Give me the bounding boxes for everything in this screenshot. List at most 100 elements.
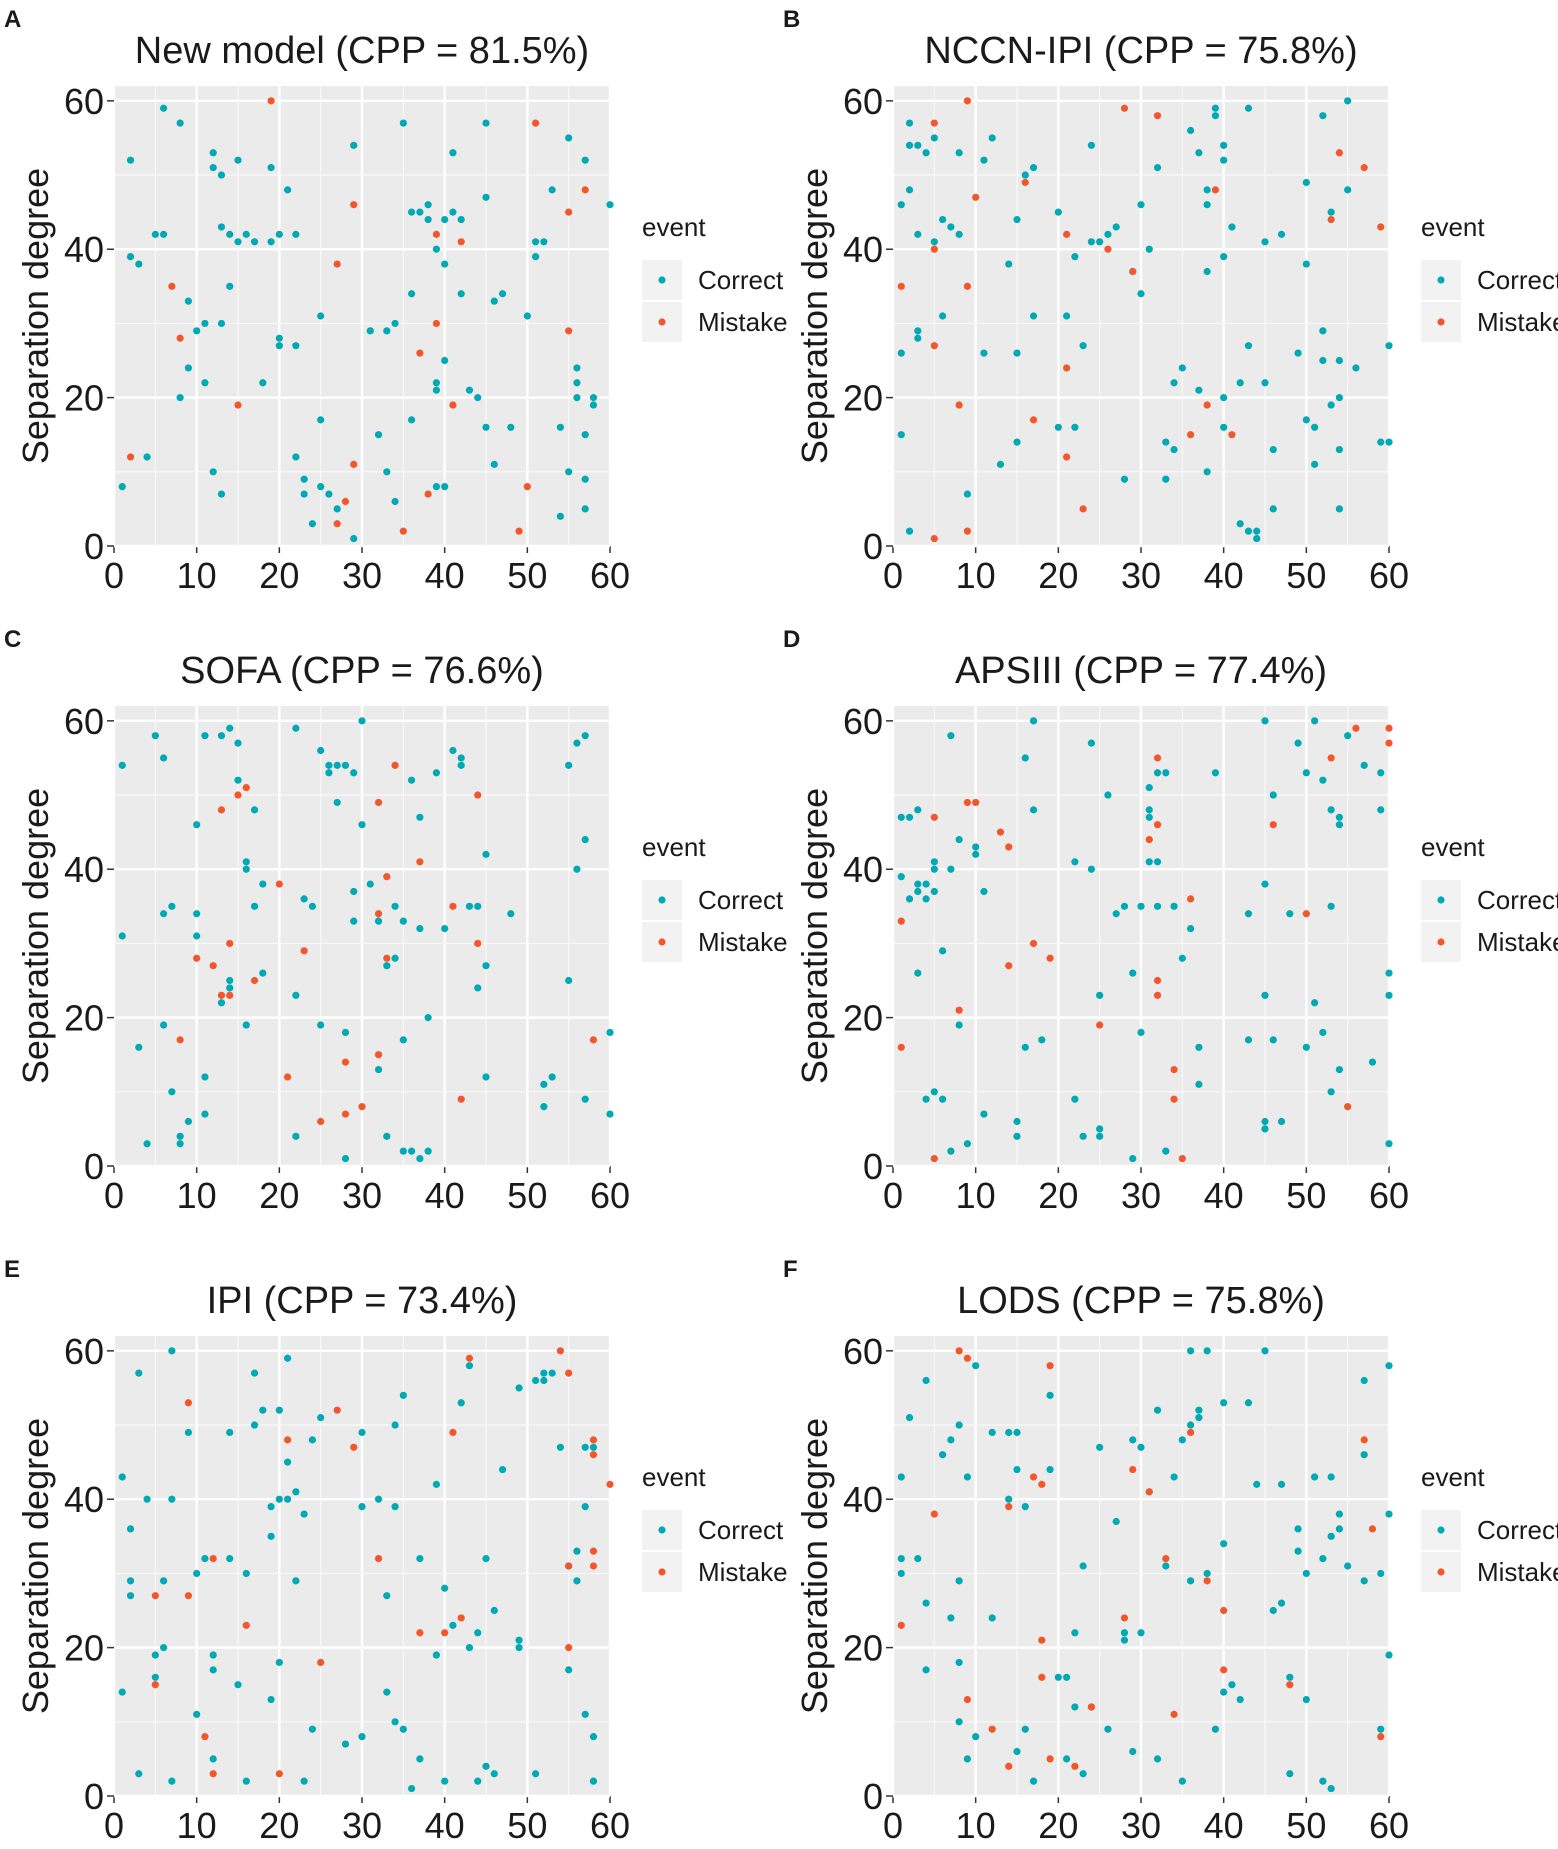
data-point-correct	[589, 394, 598, 402]
data-point-correct	[1319, 776, 1327, 784]
x-tick-label: 50	[1286, 555, 1326, 596]
data-point-correct	[947, 865, 955, 873]
data-point-correct	[1170, 902, 1178, 910]
data-point-correct	[1096, 1443, 1104, 1451]
data-point-correct	[1302, 178, 1310, 187]
data-point-correct	[1220, 394, 1228, 402]
data-point-correct	[573, 364, 581, 372]
x-tick-label: 0	[104, 1805, 124, 1846]
data-point-correct	[317, 1021, 325, 1029]
data-point-mistake	[457, 1614, 465, 1622]
data-point-correct	[1029, 717, 1038, 725]
data-point-mistake	[1029, 1473, 1038, 1481]
y-tick-label: 60	[64, 81, 104, 122]
data-point-correct	[532, 1770, 540, 1778]
data-point-correct	[1029, 1777, 1038, 1785]
data-point-mistake	[358, 1103, 366, 1111]
data-point-correct	[540, 1376, 548, 1385]
data-point-correct	[226, 1428, 234, 1437]
y-axis-label: Separation degree	[15, 788, 56, 1084]
data-point-correct	[1129, 1154, 1137, 1163]
data-point-correct	[1327, 902, 1335, 910]
data-point-correct	[441, 924, 449, 933]
data-point-correct	[581, 505, 589, 513]
data-point-correct	[391, 497, 399, 506]
data-point-correct	[267, 164, 275, 172]
data-point-correct	[234, 1681, 242, 1689]
data-point-correct	[176, 394, 184, 402]
data-point-correct	[1087, 739, 1095, 747]
data-point-correct	[1311, 460, 1319, 468]
data-point-mistake	[1377, 1733, 1385, 1741]
data-point-correct	[1220, 1399, 1228, 1407]
data-point-correct	[1277, 230, 1286, 238]
data-point-mistake	[930, 1154, 938, 1163]
data-point-correct	[1005, 1495, 1013, 1503]
data-point-correct	[930, 858, 938, 866]
data-point-mistake	[930, 1510, 938, 1518]
data-point-correct	[905, 1414, 914, 1422]
data-point-mistake	[1178, 1154, 1186, 1163]
y-tick-label: 60	[64, 701, 104, 742]
data-point-correct	[441, 215, 449, 224]
data-point-correct	[1178, 364, 1186, 372]
legend-label-mistake: Mistake	[698, 307, 788, 337]
data-point-correct	[914, 141, 922, 149]
data-point-correct	[897, 349, 905, 357]
data-point-correct	[565, 1666, 573, 1674]
data-point-correct	[955, 835, 963, 844]
data-point-correct	[1170, 445, 1178, 454]
data-point-correct	[1013, 1428, 1021, 1437]
data-point-correct	[1104, 1725, 1112, 1733]
data-point-correct	[540, 1080, 548, 1088]
data-point-correct	[1211, 112, 1219, 120]
data-point-mistake	[126, 453, 135, 461]
data-point-mistake	[897, 1043, 905, 1051]
data-point-correct	[416, 924, 424, 933]
data-point-correct	[292, 1132, 300, 1140]
data-point-correct	[135, 1770, 143, 1778]
legend-key-correct	[1437, 896, 1445, 904]
data-point-correct	[1261, 1117, 1269, 1126]
data-point-mistake	[374, 1051, 383, 1059]
data-point-correct	[391, 954, 399, 962]
data-point-correct	[482, 1554, 490, 1563]
data-point-correct	[1013, 1117, 1021, 1126]
data-point-correct	[1187, 1421, 1195, 1429]
data-point-correct	[193, 821, 201, 829]
data-point-correct	[581, 1710, 589, 1718]
data-point-correct	[947, 1147, 955, 1155]
data-point-correct	[556, 512, 565, 520]
data-point-mistake	[1203, 401, 1211, 409]
data-point-correct	[1327, 1473, 1335, 1481]
data-point-correct	[226, 976, 234, 985]
y-tick-label: 60	[843, 1331, 883, 1372]
y-axis-label: Separation degree	[794, 788, 835, 1084]
chart-title: SOFA (CPP = 76.6%)	[180, 650, 544, 692]
y-axis-label: Separation degree	[794, 168, 835, 464]
data-point-correct	[1344, 732, 1352, 740]
panel-letter: A	[4, 6, 21, 33]
data-point-correct	[1104, 230, 1112, 238]
data-point-mistake	[1129, 1465, 1137, 1474]
data-point-correct	[1195, 1080, 1203, 1088]
data-point-correct	[565, 761, 573, 769]
data-point-correct	[930, 134, 938, 142]
legend-title: event	[642, 832, 706, 862]
data-point-correct	[201, 1073, 209, 1081]
data-point-correct	[1294, 349, 1302, 357]
data-point-mistake	[449, 401, 457, 409]
x-tick-label: 30	[342, 1805, 382, 1846]
data-point-correct	[573, 379, 581, 387]
data-point-correct	[1294, 739, 1302, 747]
data-point-correct	[1385, 1140, 1393, 1148]
data-point-correct	[1220, 1688, 1228, 1696]
data-point-correct	[548, 1369, 556, 1377]
data-point-correct	[201, 379, 209, 387]
data-point-correct	[581, 835, 589, 844]
data-point-correct	[474, 394, 482, 402]
data-point-mistake	[226, 991, 234, 999]
data-point-correct	[441, 1584, 449, 1592]
y-tick-label: 20	[64, 1628, 104, 1669]
data-point-correct	[532, 253, 540, 261]
